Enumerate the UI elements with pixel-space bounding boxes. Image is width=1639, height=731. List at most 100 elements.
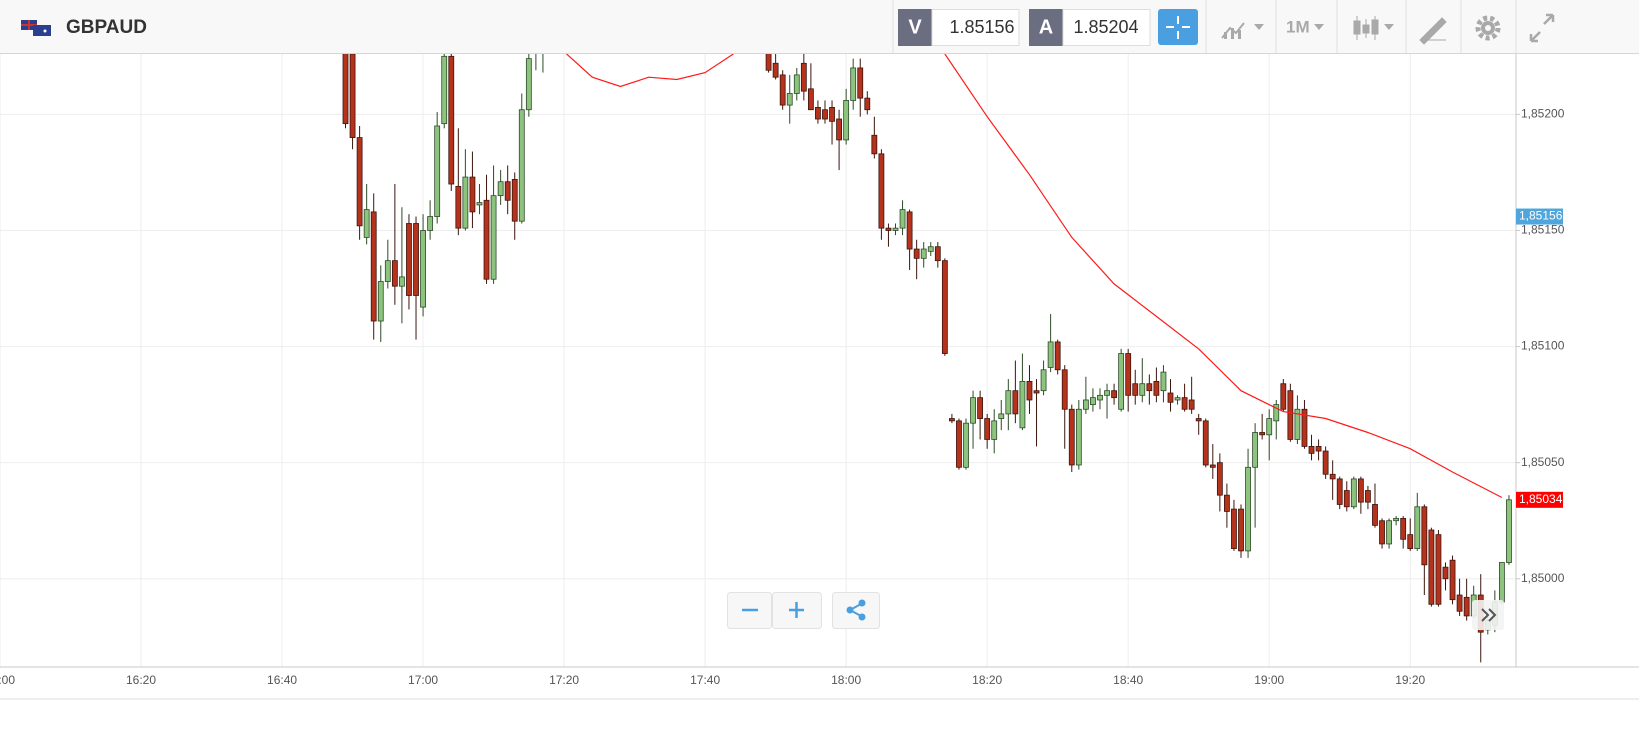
candle-body: [511, 178, 518, 222]
candle-body: [1449, 559, 1456, 601]
zoom-in-button[interactable]: [772, 592, 822, 629]
candle-body: [885, 227, 892, 231]
candle-body: [1336, 478, 1343, 505]
candle-body: [1209, 464, 1216, 468]
candle-body: [1294, 408, 1301, 440]
flag-icon: [21, 20, 51, 36]
zoom-out-button[interactable]: [727, 592, 772, 629]
bid-price: 1.85156: [949, 17, 1014, 37]
candle-body: [1068, 408, 1075, 466]
x-tick-label: 18:40: [1113, 673, 1143, 687]
candle-body: [941, 260, 948, 354]
candle-body: [1160, 371, 1167, 392]
candle-body: [1174, 397, 1181, 401]
candle-body: [970, 397, 976, 424]
candle-body: [427, 216, 434, 231]
candle-body: [836, 118, 842, 141]
chart-type-button[interactable]: [1221, 22, 1264, 39]
candle-body: [434, 125, 441, 217]
bid-box: [931, 9, 1020, 46]
ask-box: [1062, 9, 1151, 46]
candle-body: [413, 223, 419, 296]
candle-body: [822, 109, 828, 120]
candle-body: [356, 137, 363, 227]
bid-button[interactable]: [898, 9, 932, 46]
candle-body: [1280, 383, 1287, 410]
share-button[interactable]: [832, 592, 880, 629]
candle-body: [1379, 520, 1385, 545]
candle-body: [1075, 408, 1082, 466]
timeframe-caret: [1314, 24, 1324, 30]
x-tick-label: 16:40: [267, 673, 297, 687]
candle-body: [1259, 432, 1266, 436]
candle-body: [1456, 594, 1463, 612]
candle-body: [1400, 517, 1407, 540]
candle-body: [1090, 397, 1096, 406]
candle-body: [1498, 562, 1505, 603]
candle-body: [1357, 478, 1364, 503]
candle-body: [913, 248, 920, 259]
candle-body: [892, 227, 899, 231]
candle-body: [1238, 508, 1244, 552]
candle-body: [956, 420, 962, 468]
candle-style-button[interactable]: [1353, 16, 1394, 40]
scroll-to-end-button[interactable]: [1472, 600, 1504, 630]
candle-body: [1252, 432, 1259, 468]
candle-body: [391, 260, 398, 287]
settings-button[interactable]: [1475, 15, 1501, 41]
candle-body: [1266, 418, 1273, 436]
candle-body: [1301, 408, 1308, 447]
candle-body: [991, 420, 998, 440]
candle-body: [1329, 473, 1336, 480]
candle-body: [441, 55, 448, 125]
candle-body: [977, 397, 984, 419]
candle-body: [1386, 520, 1392, 545]
x-tick-label: 18:00: [831, 673, 861, 687]
candle-body: [927, 246, 934, 252]
x-tick-label: 17:40: [690, 673, 720, 687]
y-tick-label: 1,85100: [1521, 339, 1565, 353]
candle-body: [899, 209, 906, 229]
fullscreen-button[interactable]: [1529, 13, 1555, 43]
y-tick-label: 1,85200: [1521, 107, 1565, 121]
crosshair-button[interactable]: [1158, 9, 1198, 45]
price-tag-label: 1,85034: [1519, 492, 1563, 506]
price-tag-label: 1,85156: [1519, 209, 1563, 223]
candle-body: [1407, 534, 1414, 549]
y-tick-label: 1,85050: [1521, 455, 1565, 469]
candle-body: [1506, 499, 1512, 563]
candle-body: [963, 422, 969, 468]
candle-body: [483, 199, 490, 280]
candle-body: [518, 109, 525, 222]
candle-body: [1372, 504, 1378, 526]
candle-body: [1125, 353, 1132, 396]
timeframe-button[interactable]: 1M: [1286, 17, 1310, 36]
candle-body: [1012, 390, 1019, 415]
candle-body: [857, 67, 864, 99]
candle-body: [864, 97, 871, 111]
candle-body: [1153, 380, 1160, 396]
candle-body: [490, 195, 497, 280]
candle-body: [497, 181, 504, 197]
candle-body: [1040, 369, 1047, 392]
candle-body: [363, 209, 370, 238]
candle-body: [420, 230, 426, 308]
candle-body: [448, 55, 455, 185]
candle-body: [1322, 450, 1329, 475]
ask-button[interactable]: [1029, 9, 1063, 46]
candle-body: [1026, 380, 1033, 401]
plot-area: [342, 54, 1512, 663]
y-tick-label: 1,85150: [1521, 223, 1565, 237]
candle-body: [1350, 478, 1357, 508]
x-tick-label: 19:00: [1254, 673, 1284, 687]
candle-body: [1421, 506, 1428, 566]
candle-body: [455, 185, 462, 229]
candle-body: [1097, 394, 1103, 401]
x-tick-label: 17:00: [408, 673, 438, 687]
draw-button[interactable]: [1419, 17, 1447, 45]
candle-body: [949, 418, 955, 422]
candle-body: [1019, 380, 1026, 429]
candle-body: [349, 54, 356, 138]
candle-body: [871, 134, 878, 155]
